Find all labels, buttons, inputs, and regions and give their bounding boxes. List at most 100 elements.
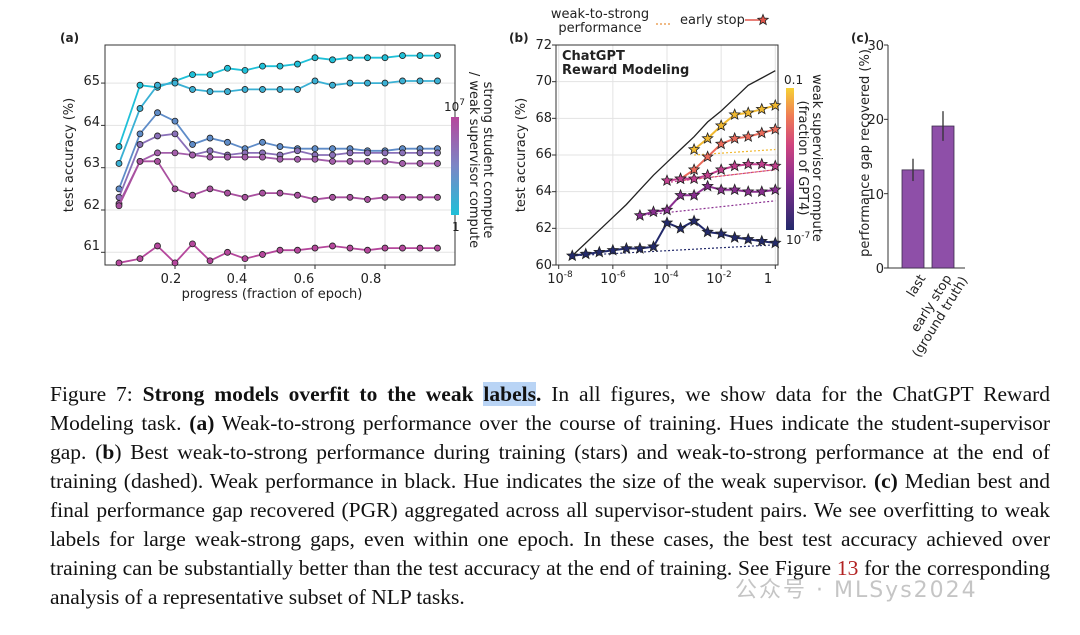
watermark: 公众号 · MLSys2024 (735, 578, 978, 603)
panel-c-bars (901, 111, 955, 269)
b-star-1-6 (755, 126, 769, 139)
c-ytick-30: 30 (867, 39, 884, 54)
b-star-1-3 (714, 137, 728, 150)
a-point-3-1 (136, 141, 144, 148)
a-point-1-12 (329, 81, 336, 89)
a-point-0-6 (224, 64, 231, 72)
a-point-2-2 (154, 109, 161, 117)
a-point-1-2 (154, 81, 161, 89)
b-star-1-5 (741, 130, 755, 142)
figure-caption: Figure 7: Strong models overfit to the w… (50, 380, 1050, 612)
panel-b-series (565, 70, 782, 262)
a-ytick-65: 65 (83, 74, 100, 89)
panel-b-xticks: 10-8 10-6 10-4 10-2 1 (547, 270, 772, 287)
a-point-1-15 (381, 79, 389, 87)
a-point-6-17 (416, 244, 424, 252)
caption-title-highlight[interactable]: labels (483, 382, 536, 406)
a-point-3-14 (364, 149, 371, 157)
a-point-4-7 (241, 153, 249, 161)
a-point-3-5 (206, 147, 214, 155)
a-xtick-0.6: 0.6 (294, 272, 315, 287)
b-star-1-7 (769, 122, 782, 135)
b-star-4-13 (741, 232, 755, 245)
a-point-2-11 (311, 145, 319, 153)
a-point-5-14 (364, 196, 371, 203)
a-point-3-2 (154, 132, 161, 140)
a-point-1-16 (399, 77, 406, 85)
a-point-6-3 (171, 259, 179, 267)
b-xtick-1e-4: 10-4 (653, 270, 679, 287)
b-star-2-2 (687, 172, 701, 185)
a-point-4-17 (416, 160, 424, 167)
a-point-1-17 (416, 77, 424, 85)
b-xtick-1e-8: 10-8 (547, 270, 573, 287)
a-point-0-4 (189, 71, 196, 79)
a-point-0-18 (434, 52, 441, 59)
a-ylabel: test accuracy (%) (62, 98, 77, 212)
a-point-6-6 (224, 248, 231, 256)
a-point-0-10 (294, 60, 301, 68)
a-cbar-top: 107 (444, 98, 465, 114)
b-cbar-top: 0.1 (784, 73, 803, 87)
b-star-2-7 (755, 157, 769, 170)
b-star-2-8 (769, 159, 782, 172)
a-colorbar (451, 117, 459, 215)
b-ytick-68: 68 (535, 111, 552, 126)
a-series-line-0 (118, 54, 438, 147)
caption-fig-label: Figure 7: (50, 382, 133, 406)
a-point-2-4 (189, 141, 196, 148)
a-point-0-13 (346, 54, 354, 62)
panel-a-series (115, 52, 441, 267)
a-point-1-14 (364, 79, 371, 87)
b-ytick-60: 60 (535, 258, 552, 273)
a-point-1-9 (276, 86, 284, 93)
a-point-5-10 (294, 191, 301, 199)
panel-a: (a) 0.2 0.4 0.6 0.8 61 62 63 64 65 progr… (60, 31, 495, 302)
panel-b-frame (555, 44, 779, 266)
caption-title: Strong models overfit to the weak labels… (142, 382, 542, 406)
b-legend-early: early stop (680, 13, 745, 28)
a-ytick-62: 62 (83, 198, 100, 213)
a-point-1-4 (189, 86, 196, 93)
a-point-1-5 (206, 88, 214, 95)
caption-figure-ref[interactable]: Figure 13 (774, 556, 859, 580)
a-point-0-8 (259, 62, 266, 70)
a-point-4-12 (329, 157, 336, 165)
b-star-4-9 (687, 214, 701, 227)
b-ytick-64: 64 (535, 184, 552, 199)
b-star-4-10 (701, 225, 714, 238)
a-point-2-6 (224, 138, 231, 146)
a-point-4-8 (259, 153, 266, 161)
b-cbar-bottom: 10-7 (786, 231, 810, 247)
a-point-4-11 (311, 155, 319, 163)
a-point-5-15 (381, 193, 389, 201)
a-point-4-6 (224, 153, 231, 161)
b-ytick-70: 70 (535, 74, 552, 89)
a-point-0-5 (206, 71, 214, 79)
b-star-4-5 (633, 241, 647, 254)
b-star-1-1 (687, 163, 701, 175)
b-colorbar (786, 88, 794, 230)
a-point-1-18 (434, 77, 441, 85)
a-point-1-6 (224, 88, 231, 95)
b-early-stop-line-3 (639, 185, 776, 217)
c-ytick-20: 20 (867, 113, 884, 128)
a-point-5-18 (434, 193, 441, 201)
b-star-0-4 (741, 106, 755, 119)
a-point-6-14 (364, 246, 371, 254)
panel-c-label: (c) (851, 31, 869, 45)
a-point-1-0 (115, 160, 123, 167)
a-point-2-5 (206, 134, 214, 142)
b-star-4-0 (565, 249, 579, 262)
b-title-1: ChatGPT (562, 49, 625, 64)
panel-c-yticks: 0 10 20 30 (867, 39, 888, 277)
b-star-4-6 (647, 240, 660, 252)
b-star-2-1 (674, 172, 687, 185)
c-ytick-10: 10 (867, 188, 884, 203)
b-legend-weak-2: performance (558, 21, 641, 36)
a-point-4-5 (206, 153, 214, 161)
b-legend-weak-1: weak-to-strong (551, 7, 649, 22)
b-dashed-final-3 (639, 200, 776, 217)
a-point-5-0 (115, 202, 123, 210)
a-point-5-13 (346, 193, 354, 201)
